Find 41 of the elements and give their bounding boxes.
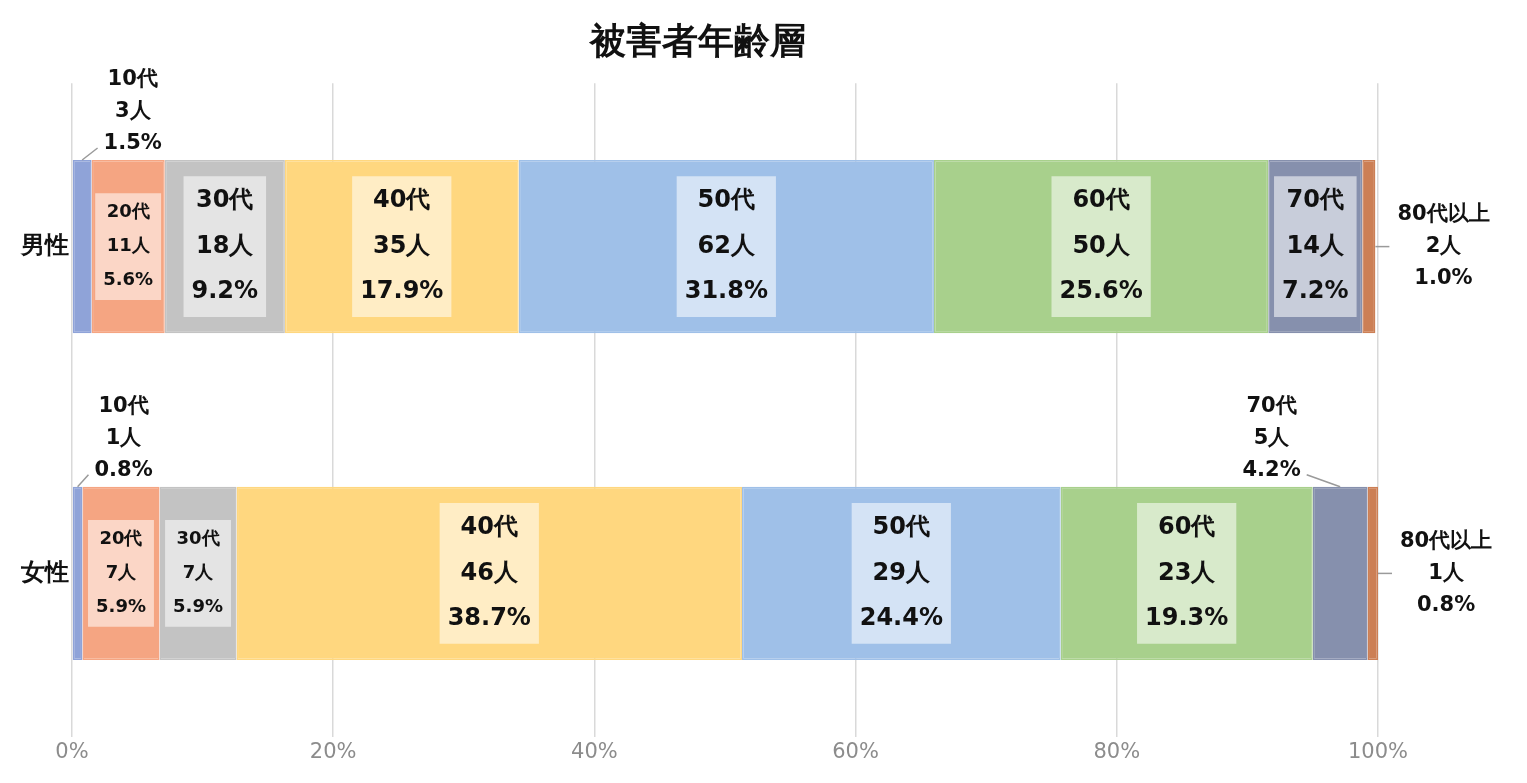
data-label: 7人 5.9%	[96, 561, 146, 617]
x-tick-label: 80%	[1093, 738, 1141, 763]
x-tick-label: 40%	[571, 738, 618, 763]
series-label: 50代	[872, 512, 931, 541]
text: 70代	[1246, 393, 1297, 418]
data-label: 2人 1.0%	[1414, 233, 1473, 290]
series-label: 70代	[1286, 185, 1345, 214]
data-label: 62人 31.8%	[684, 230, 768, 305]
data-label: 50人 25.6%	[1059, 230, 1143, 305]
x-tick-label: 20%	[309, 738, 357, 763]
data-label: 1人 0.8%	[1416, 559, 1476, 616]
text: 50代	[697, 185, 756, 214]
x-tick-label: 0%	[55, 738, 89, 763]
data-label: 35人 17.9%	[360, 230, 444, 305]
data-label: 11人 5.6%	[103, 234, 154, 290]
text: 10代	[107, 66, 158, 91]
x-tick-label: 100%	[1347, 738, 1409, 763]
data-label: 46人 38.7%	[447, 557, 531, 632]
series-label: 60代	[1157, 512, 1216, 541]
text: 10代	[98, 393, 149, 418]
chart-title: 被害者年齢層	[588, 19, 806, 61]
data-label: 18人 9.2%	[191, 230, 259, 305]
y-tick-label: 男性	[20, 230, 69, 259]
text: 80代以上	[1399, 527, 1493, 552]
text: 30代	[196, 185, 254, 214]
text: 40代	[373, 185, 431, 214]
data-label: 1人 0.8%	[94, 425, 153, 482]
data-label: 5人 4.2%	[1242, 425, 1301, 482]
data-label: 3人 1.5%	[103, 98, 162, 155]
series-label: 80代以上	[1397, 201, 1490, 226]
series-label: 30代	[176, 526, 220, 548]
text: 20代	[99, 526, 143, 548]
text: 60代	[1072, 185, 1130, 214]
data-label: 29人 24.4%	[859, 557, 943, 632]
series-label: 40代	[460, 512, 518, 541]
y-tick-label: 女性	[20, 557, 69, 586]
x-tick-label: 60%	[832, 738, 879, 763]
data-label: 14人 7.2%	[1282, 230, 1349, 305]
series-label: 20代	[106, 200, 150, 222]
data-label: 7人 5.9%	[173, 561, 223, 617]
data-label: 23人 19.3%	[1145, 557, 1229, 632]
